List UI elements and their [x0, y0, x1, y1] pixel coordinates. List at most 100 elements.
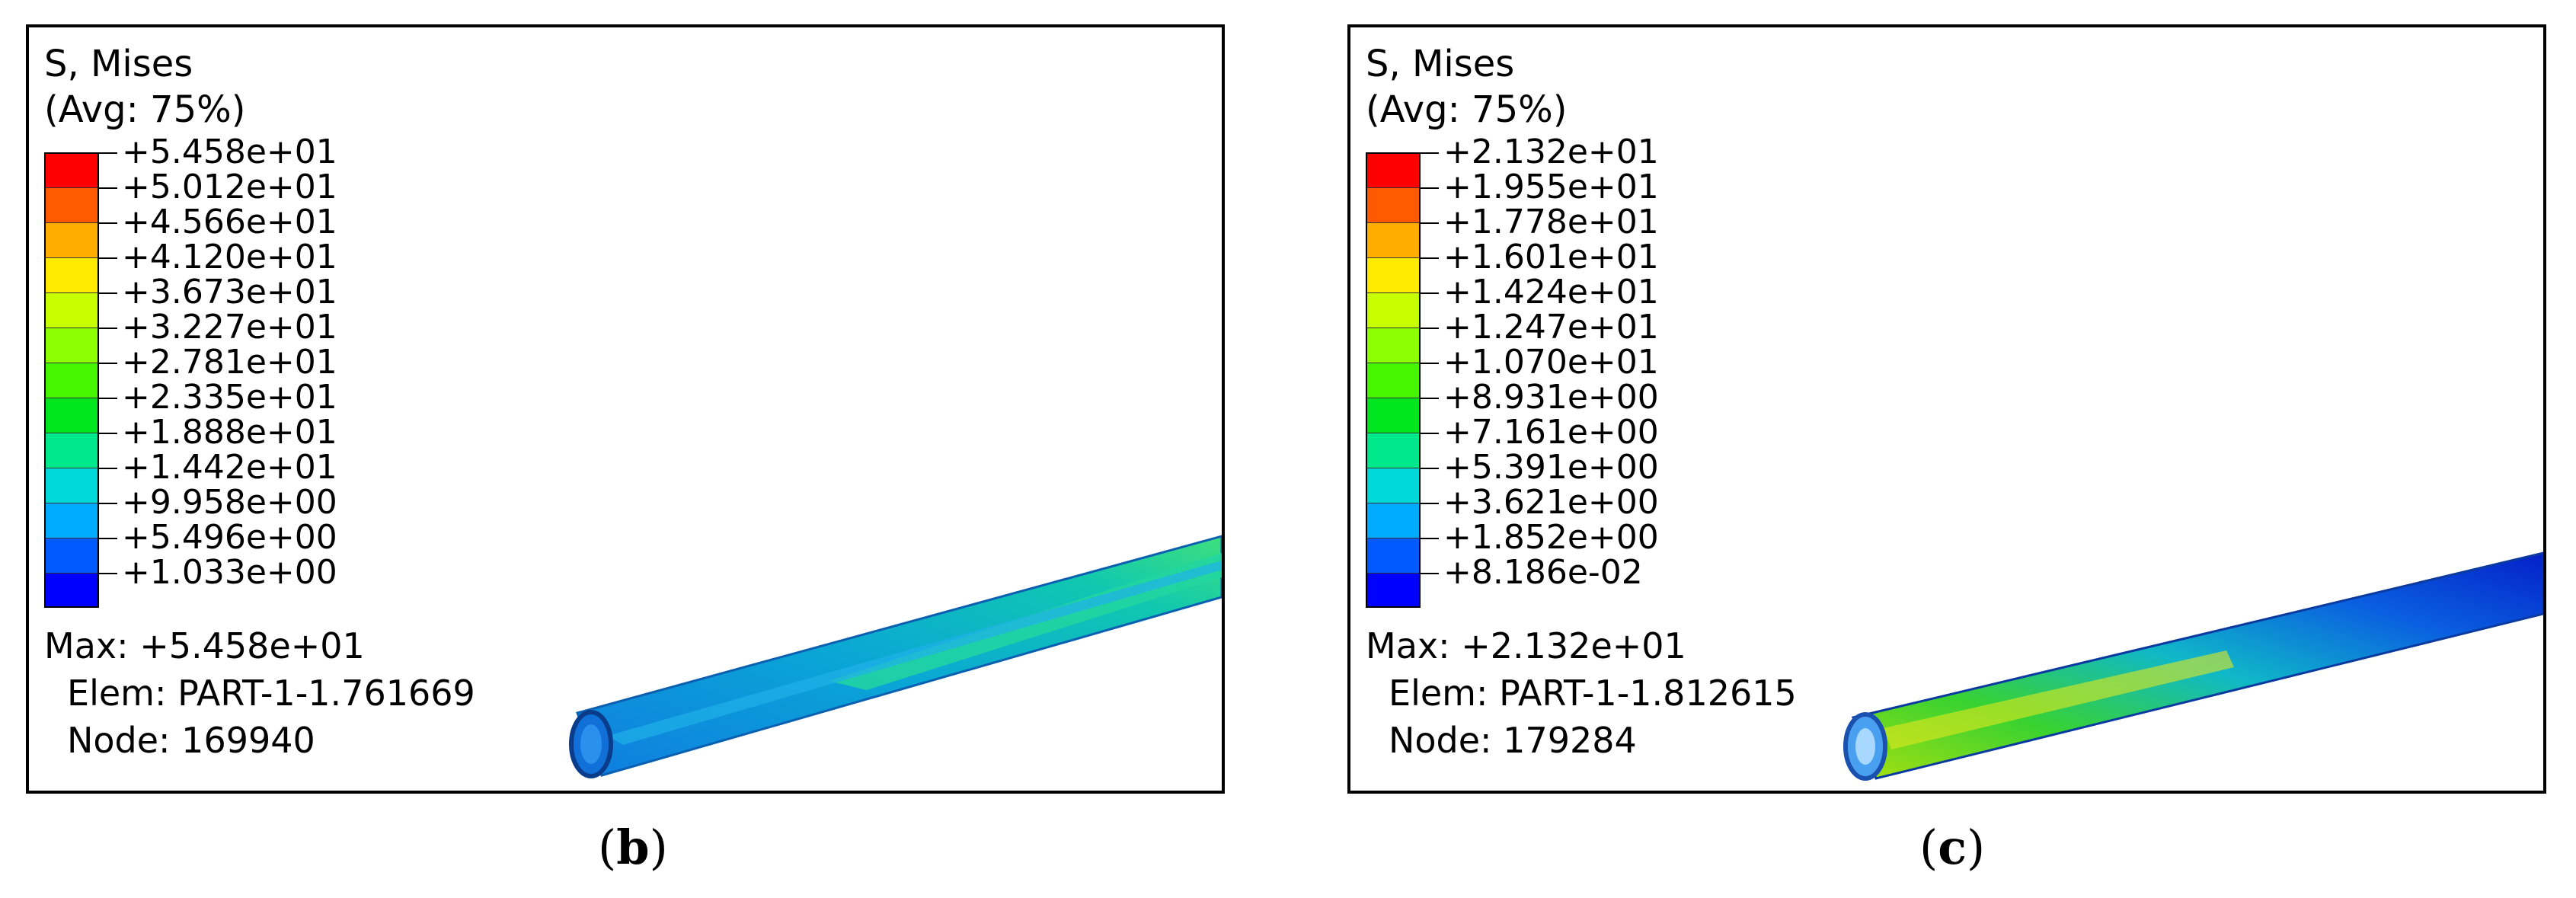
- legend-value: +3.673e+01: [122, 273, 337, 312]
- legend-swatch: [1366, 257, 1421, 292]
- legend-title: S, Mises: [44, 43, 193, 85]
- tube-highlight: [608, 561, 1222, 745]
- legend-tick: [1421, 257, 1439, 259]
- legend-swatch: [1366, 503, 1421, 538]
- legend-swatch: [44, 257, 99, 292]
- caption-c: (c): [1919, 820, 1985, 875]
- legend-tick: [1421, 433, 1439, 434]
- elem-label: Elem: PART-1-1.761669: [67, 673, 475, 714]
- legend-swatch: [1366, 468, 1421, 503]
- legend-value: +2.335e+01: [122, 378, 337, 417]
- legend-tick: [99, 398, 117, 399]
- max-label: Max: +2.132e+01: [1366, 625, 1686, 666]
- legend-tick: [1421, 328, 1439, 329]
- legend-title: S, Mises: [1366, 43, 1515, 85]
- legend-swatch: [1366, 222, 1421, 257]
- caption-b: (b): [598, 820, 668, 875]
- legend-value: +5.391e+00: [1443, 448, 1659, 487]
- legend-tick: [1421, 222, 1439, 224]
- legend-swatch: [44, 187, 99, 222]
- legend-tick: [99, 468, 117, 469]
- legend-tick: [1421, 292, 1439, 294]
- legend-swatch: [44, 328, 99, 363]
- legend-value: +1.778e+01: [1443, 203, 1659, 241]
- max-label: Max: +5.458e+01: [44, 625, 365, 666]
- legend-tick: [99, 222, 117, 224]
- legend-value: +3.621e+00: [1443, 483, 1659, 522]
- legend-tick: [99, 257, 117, 259]
- legend-value: +4.566e+01: [122, 203, 337, 241]
- legend-tick: [1421, 152, 1439, 154]
- legend-tick: [1421, 538, 1439, 539]
- tube-model-c: [1843, 551, 2543, 781]
- legend-swatch: [1366, 328, 1421, 363]
- legend-value: +1.247e+01: [1443, 308, 1659, 347]
- legend-swatch: [1366, 398, 1421, 433]
- legend-color-bar: [44, 152, 99, 608]
- legend-tick: [1421, 503, 1439, 504]
- legend-swatch: [1366, 573, 1421, 608]
- tube-end-hole: [1855, 728, 1875, 765]
- caption-close: ): [1966, 820, 1986, 875]
- legend-swatch: [1366, 538, 1421, 573]
- legend-tick: [99, 187, 117, 189]
- legend-swatch: [1366, 187, 1421, 222]
- legend-tick: [99, 363, 117, 364]
- legend-swatch: [1366, 363, 1421, 398]
- legend-value: +3.227e+01: [122, 308, 337, 347]
- legend-value: +2.781e+01: [122, 343, 337, 382]
- legend-averaging: (Avg: 75%): [44, 88, 246, 131]
- legend-tick: [99, 538, 117, 539]
- legend-value: +4.120e+01: [122, 238, 337, 276]
- legend-value: +1.955e+01: [1443, 168, 1659, 206]
- legend-swatch: [1366, 433, 1421, 468]
- legend-swatch: [44, 573, 99, 608]
- legend-tick: [1421, 363, 1439, 364]
- caption-letter: c: [1938, 820, 1967, 875]
- panel-b: S, Mises (Avg: 75%) +5.458e+01 +5.012e+01…: [26, 24, 1225, 794]
- legend-value: +1.852e+00: [1443, 518, 1659, 557]
- legend-swatch: [44, 433, 99, 468]
- legend-tick: [99, 433, 117, 434]
- caption-letter: b: [616, 820, 650, 875]
- tube-end-hole: [580, 724, 602, 764]
- caption-open: (: [1919, 820, 1938, 875]
- legend-value: +7.161e+00: [1443, 413, 1659, 452]
- tube-stress-band: [1884, 650, 2234, 749]
- legend-averaging: (Avg: 75%): [1366, 88, 1568, 131]
- legend-value: +1.070e+01: [1443, 343, 1659, 382]
- legend-value: +1.424e+01: [1443, 273, 1659, 312]
- legend-color-bar: [1366, 152, 1421, 608]
- legend-swatch: [44, 503, 99, 538]
- legend-value: +5.012e+01: [122, 168, 337, 206]
- legend-tick: [1421, 573, 1439, 574]
- tube-model-b: [569, 535, 1222, 778]
- legend-swatch: [1366, 292, 1421, 328]
- caption-open: (: [598, 820, 617, 875]
- elem-label: Elem: PART-1-1.812615: [1389, 673, 1797, 714]
- legend-swatch: [44, 468, 99, 503]
- legend-tick: [99, 328, 117, 329]
- panel-c: S, Mises (Avg: 75%) +2.132e+01 +1.955e+01…: [1347, 24, 2546, 794]
- legend-value: +1.442e+01: [122, 448, 337, 487]
- legend-tick: [1421, 398, 1439, 399]
- node-label: Node: 169940: [67, 720, 315, 761]
- legend-swatch: [44, 363, 99, 398]
- legend-value: +5.496e+00: [122, 518, 337, 557]
- legend-swatch: [44, 222, 99, 257]
- legend-value: +5.458e+01: [122, 133, 337, 171]
- legend-swatch: [44, 538, 99, 573]
- legend-value: +2.132e+01: [1443, 133, 1659, 171]
- legend-value: +1.601e+01: [1443, 238, 1659, 276]
- legend-tick: [99, 292, 117, 294]
- legend-swatch: [1366, 152, 1421, 187]
- legend-swatch: [44, 292, 99, 328]
- legend-value: +8.931e+00: [1443, 378, 1659, 417]
- legend-tick: [99, 152, 117, 154]
- node-label: Node: 179284: [1389, 720, 1637, 761]
- legend-tick: [99, 573, 117, 574]
- caption-close: ): [649, 820, 668, 875]
- legend-value: +9.958e+00: [122, 483, 337, 522]
- legend-tick: [1421, 187, 1439, 189]
- legend-value: +8.186e-02: [1443, 553, 1643, 592]
